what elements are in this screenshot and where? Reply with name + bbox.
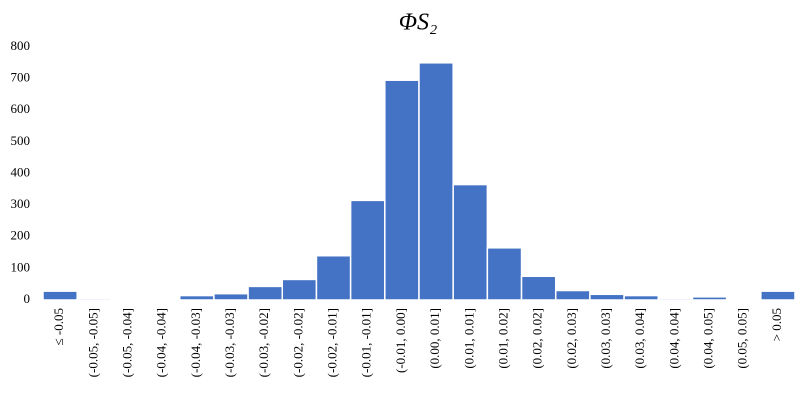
y-tick-label: 500 bbox=[11, 133, 31, 148]
y-tick-label: 300 bbox=[11, 196, 31, 211]
x-tick-label: (-0.01, -0.01] bbox=[359, 308, 374, 377]
chart-title: ΦS₂ bbox=[399, 10, 438, 36]
bar bbox=[42, 290, 78, 301]
x-tick-label: (0.03, 0.03] bbox=[598, 308, 613, 369]
bar bbox=[520, 275, 557, 301]
x-tick-label: (0.03, 0.04] bbox=[632, 308, 647, 369]
x-tick-label: (-0.04, -0.04] bbox=[154, 308, 169, 377]
x-tick-label: (0.01, 0.01] bbox=[461, 308, 476, 369]
x-tick-label: > 0.05 bbox=[769, 308, 784, 341]
x-tick-label: ≤ -0.05 bbox=[51, 308, 66, 345]
x-tick-label: (0.05, 0.05] bbox=[735, 308, 750, 369]
bar bbox=[418, 62, 454, 301]
x-tick-label: (0.02, 0.03] bbox=[564, 308, 579, 369]
x-tick-label: (-0.03, -0.02] bbox=[256, 308, 271, 377]
x-tick-label: (0.02, 0.02] bbox=[530, 308, 545, 369]
x-tick-label: (0.04, 0.05] bbox=[701, 308, 716, 369]
x-tick-label: (0.01, 0.02] bbox=[495, 308, 510, 369]
bar bbox=[589, 293, 625, 301]
y-tick-label: 0 bbox=[24, 291, 31, 306]
x-tick-label: (-0.02, -0.01] bbox=[325, 308, 340, 377]
bar bbox=[486, 247, 523, 301]
bar bbox=[554, 289, 591, 301]
bar bbox=[691, 296, 728, 301]
bar bbox=[315, 254, 352, 301]
bar bbox=[725, 298, 762, 301]
y-tick-label: 400 bbox=[11, 164, 31, 179]
x-tick-label: (-0.01, 0.00] bbox=[393, 308, 408, 373]
bar bbox=[247, 285, 284, 301]
bar bbox=[384, 79, 420, 301]
x-tick-label: (-0.05, -0.04] bbox=[119, 308, 134, 377]
bar bbox=[213, 292, 249, 301]
bar bbox=[281, 278, 318, 301]
y-tick-label: 200 bbox=[11, 228, 31, 243]
x-tick-label: (-0.04, -0.03] bbox=[188, 308, 203, 377]
bar bbox=[349, 199, 386, 301]
x-tick-label: (-0.02, -0.02] bbox=[290, 308, 305, 377]
bar bbox=[657, 297, 694, 301]
x-tick-label: (0.00, 0.01] bbox=[427, 308, 442, 369]
bar bbox=[76, 297, 113, 301]
x-tick-label: (0.04, 0.04] bbox=[666, 308, 681, 369]
bar bbox=[110, 298, 147, 301]
bar bbox=[144, 298, 181, 301]
bar bbox=[623, 294, 660, 301]
y-tick-label: 700 bbox=[11, 70, 31, 85]
x-tick-label: (-0.03, -0.03] bbox=[222, 308, 237, 377]
bar bbox=[760, 290, 796, 301]
x-tick-label: (-0.05, -0.05] bbox=[85, 308, 100, 377]
bar bbox=[452, 183, 489, 301]
bar bbox=[178, 294, 215, 301]
y-tick-label: 100 bbox=[11, 259, 31, 274]
y-tick-label: 600 bbox=[11, 101, 31, 116]
y-tick-label: 800 bbox=[11, 38, 31, 53]
